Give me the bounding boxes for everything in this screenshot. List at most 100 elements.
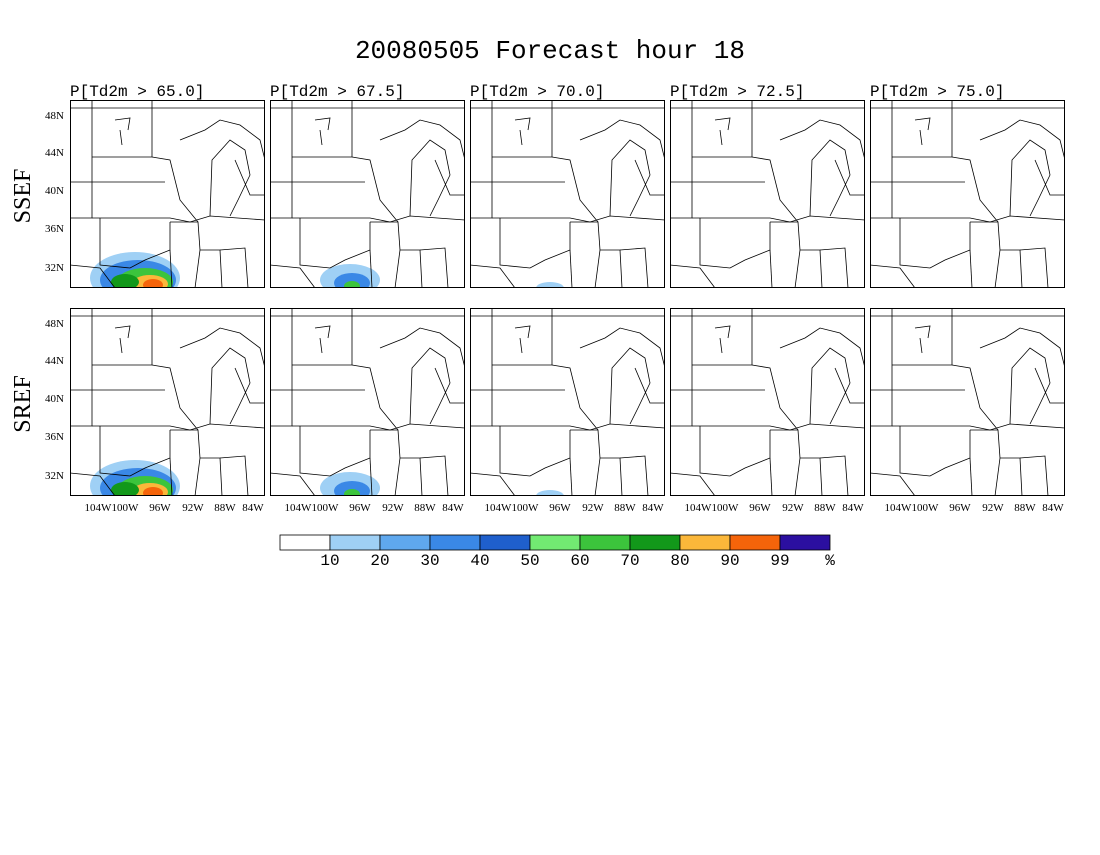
map-panel <box>870 308 1065 496</box>
panel-frame <box>870 100 1065 288</box>
lon-label: 96W <box>149 502 171 514</box>
lon-label: 96W <box>549 502 571 514</box>
basemap <box>270 100 465 288</box>
lon-label: 104W <box>485 502 513 514</box>
basemap <box>870 100 1065 288</box>
figure-title: 20080505 Forecast hour 18 <box>355 36 745 66</box>
panel-title: P[Td2m > 70.0] <box>470 83 604 101</box>
basemap <box>470 308 665 496</box>
lon-label: 92W <box>782 502 804 514</box>
panel-frame <box>670 308 865 496</box>
lon-label: 84W <box>242 502 264 514</box>
colorbar-label: 70 <box>620 552 639 570</box>
colorbar-label: 90 <box>720 552 739 570</box>
lat-label: 44N <box>45 355 64 367</box>
panel-frame <box>70 100 265 288</box>
lon-label: 100W <box>312 502 340 514</box>
lon-label: 88W <box>1014 502 1036 514</box>
colorbar: 10 20 30 40 50 60 70 80 90 99% <box>279 534 835 570</box>
colorbar-box <box>329 534 381 551</box>
colorbar-label: 60 <box>570 552 589 570</box>
panels: P[Td2m > 65.0] P[Td2m > 67.5] P[Td2m > 70.… <box>10 83 1065 514</box>
colorbar-box <box>429 534 481 551</box>
lon-label: 100W <box>512 502 540 514</box>
basemap <box>670 100 865 288</box>
lat-label: 32N <box>45 470 64 482</box>
panel-title: P[Td2m > 75.0] <box>870 83 1004 101</box>
lon-label: 96W <box>949 502 971 514</box>
panel-frame <box>270 100 465 288</box>
colorbar-box <box>679 534 731 551</box>
lat-label: 40N <box>45 185 64 197</box>
colorbar-label: 30 <box>420 552 439 570</box>
map-panel <box>470 100 665 288</box>
lon-label: 104W <box>685 502 713 514</box>
panel-frame <box>270 308 465 496</box>
lon-label: 100W <box>712 502 740 514</box>
panel-title: P[Td2m > 72.5] <box>670 83 804 101</box>
map-panel <box>270 100 465 288</box>
lon-label: 84W <box>1042 502 1064 514</box>
lon-label: 104W <box>85 502 113 514</box>
map-panel <box>270 308 465 496</box>
basemap <box>70 100 265 288</box>
panel-title: P[Td2m > 65.0] <box>70 83 204 101</box>
lon-label: 88W <box>614 502 636 514</box>
basemap <box>270 308 465 496</box>
lon-label: 84W <box>442 502 464 514</box>
lat-label: 36N <box>45 431 64 443</box>
lon-label: 92W <box>182 502 204 514</box>
map-panel <box>470 308 665 496</box>
map-panel <box>870 100 1065 288</box>
lat-label: 48N <box>45 110 64 122</box>
lon-label: 84W <box>842 502 864 514</box>
panel-frame <box>470 308 665 496</box>
map-panel <box>70 308 265 496</box>
basemap <box>870 308 1065 496</box>
lon-label: 84W <box>642 502 664 514</box>
map-panel <box>70 100 265 288</box>
lon-label: 92W <box>382 502 404 514</box>
colorbar-unit: % <box>825 552 835 570</box>
lon-label: 100W <box>112 502 140 514</box>
colorbar-label: 80 <box>670 552 689 570</box>
lon-label: 104W <box>885 502 913 514</box>
lon-label: 100W <box>912 502 940 514</box>
panel-frame <box>70 308 265 496</box>
row-label: SREF <box>10 375 36 432</box>
colorbar-box <box>629 534 681 551</box>
colorbar-box <box>279 534 331 551</box>
lat-label: 32N <box>45 262 64 274</box>
panel-frame <box>470 100 665 288</box>
map-panel <box>670 308 865 496</box>
lon-label: 96W <box>749 502 771 514</box>
lon-label: 92W <box>582 502 604 514</box>
colorbar-box <box>579 534 631 551</box>
lon-label: 88W <box>214 502 236 514</box>
colorbar-box <box>479 534 531 551</box>
lon-label: 88W <box>814 502 836 514</box>
lat-label: 44N <box>45 147 64 159</box>
row-label: SSEF <box>10 169 36 224</box>
colorbar-box <box>379 534 431 551</box>
colorbar-box <box>729 534 781 551</box>
colorbar-label: 99 <box>770 552 789 570</box>
colorbar-label: 20 <box>370 552 389 570</box>
lon-label: 92W <box>982 502 1004 514</box>
map-panel <box>670 100 865 288</box>
basemap <box>470 100 665 288</box>
probability-shading <box>90 252 180 288</box>
colorbar-box <box>779 534 831 551</box>
lat-label: 36N <box>45 223 64 235</box>
basemap <box>670 308 865 496</box>
lat-label: 40N <box>45 393 64 405</box>
colorbar-label: 50 <box>520 552 539 570</box>
lon-label: 88W <box>414 502 436 514</box>
panel-frame <box>870 308 1065 496</box>
lat-label: 48N <box>45 318 64 330</box>
colorbar-box <box>529 534 581 551</box>
panel-frame <box>670 100 865 288</box>
colorbar-label: 40 <box>470 552 489 570</box>
basemap <box>70 308 265 496</box>
